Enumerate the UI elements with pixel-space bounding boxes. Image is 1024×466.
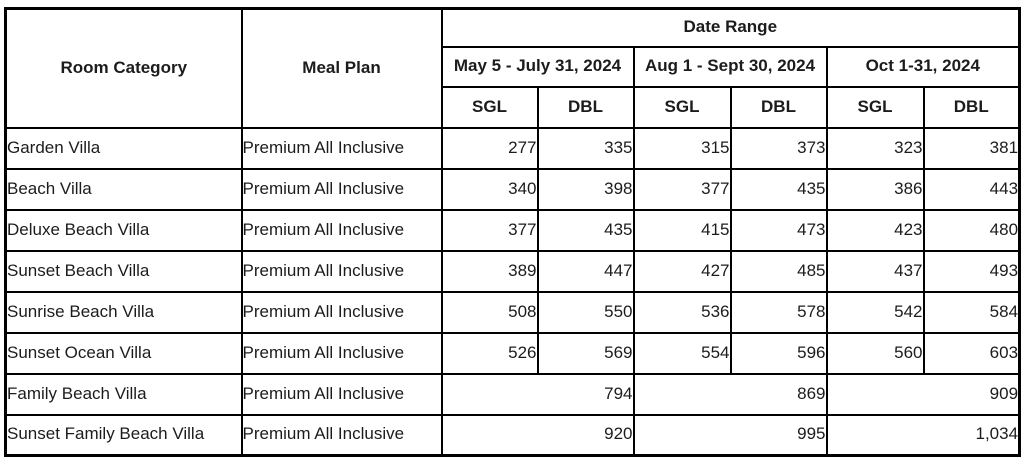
meal-plan-cell: Premium All Inclusive	[240, 208, 443, 252]
rate-table-body: Garden Villa Premium All Inclusive 277 3…	[4, 126, 1021, 457]
col-header-meal-plan: Meal Plan	[240, 7, 443, 129]
price-cell: 386	[825, 167, 925, 211]
room-name-cell: Beach Villa	[4, 167, 243, 211]
price-cell: 415	[632, 208, 732, 252]
period-header-aug-sept: Aug 1 - Sept 30, 2024	[632, 45, 828, 88]
price-cell: 485	[729, 249, 828, 293]
room-name-cell: Sunset Family Beach Villa	[4, 413, 243, 457]
col-header-room-category: Room Category	[4, 7, 243, 129]
price-cell-merged: 869	[632, 372, 828, 416]
price-cell: 335	[536, 126, 635, 170]
meal-plan-cell: Premium All Inclusive	[240, 249, 443, 293]
table-row: Sunset Ocean Villa Premium All Inclusive…	[4, 331, 1021, 375]
table-row: Sunset Beach Villa Premium All Inclusive…	[4, 249, 1021, 293]
table-row: Beach Villa Premium All Inclusive 340 39…	[4, 167, 1021, 211]
price-cell: 443	[922, 167, 1021, 211]
price-cell: 435	[536, 208, 635, 252]
price-cell: 377	[632, 167, 732, 211]
meal-plan-cell: Premium All Inclusive	[240, 126, 443, 170]
room-name-cell: Sunset Beach Villa	[4, 249, 243, 293]
table-row: Family Beach Villa Premium All Inclusive…	[4, 372, 1021, 416]
occupancy-header-dbl: DBL	[922, 85, 1021, 129]
price-cell: 526	[440, 331, 539, 375]
header-row-periods: May 5 - July 31, 2024 Aug 1 - Sept 30, 2…	[6, 45, 1021, 88]
room-name-cell: Deluxe Beach Villa	[4, 208, 243, 252]
period-header-oct: Oct 1-31, 2024	[825, 45, 1021, 88]
meal-plan-cell: Premium All Inclusive	[240, 413, 443, 457]
header-row-date-range: Room Category Meal Plan Date Range	[4, 7, 1021, 129]
room-name-cell: Sunset Ocean Villa	[4, 331, 243, 375]
period-header-may-jul: May 5 - July 31, 2024	[440, 45, 635, 88]
price-cell: 423	[825, 208, 925, 252]
rate-table: Room Category Meal Plan Date Range May 5…	[4, 7, 1022, 457]
price-cell: 437	[825, 249, 925, 293]
price-cell-merged: 909	[825, 372, 1021, 416]
rate-table-header: Room Category Meal Plan Date Range May 5…	[4, 7, 1021, 129]
table-row: Sunrise Beach Villa Premium All Inclusiv…	[4, 290, 1021, 334]
price-cell: 542	[825, 290, 925, 334]
occupancy-header-dbl: DBL	[729, 85, 828, 129]
table-row: Sunset Family Beach Villa Premium All In…	[4, 413, 1021, 457]
occupancy-header-dbl: DBL	[536, 85, 635, 129]
price-cell: 427	[632, 249, 732, 293]
meal-plan-cell: Premium All Inclusive	[240, 372, 443, 416]
price-cell: 550	[536, 290, 635, 334]
occupancy-header-sgl: SGL	[632, 85, 732, 129]
price-cell: 340	[440, 167, 539, 211]
price-cell: 398	[536, 167, 635, 211]
room-name-cell: Garden Villa	[4, 126, 243, 170]
price-cell: 473	[729, 208, 828, 252]
header-row-occupancy: SGL DBL SGL DBL SGL DBL	[6, 85, 1021, 129]
price-cell: 560	[825, 331, 925, 375]
meal-plan-cell: Premium All Inclusive	[240, 167, 443, 211]
meal-plan-cell: Premium All Inclusive	[240, 290, 443, 334]
price-cell: 569	[536, 331, 635, 375]
price-cell-merged: 920	[440, 413, 635, 457]
price-cell: 323	[825, 126, 925, 170]
table-row: Garden Villa Premium All Inclusive 277 3…	[4, 126, 1021, 170]
price-cell: 578	[729, 290, 828, 334]
price-cell: 447	[536, 249, 635, 293]
price-cell-merged: 1,034	[825, 413, 1021, 457]
price-cell: 377	[440, 208, 539, 252]
price-cell: 277	[440, 126, 539, 170]
occupancy-header-sgl: SGL	[825, 85, 925, 129]
price-cell: 435	[729, 167, 828, 211]
price-cell: 389	[440, 249, 539, 293]
room-name-cell: Sunrise Beach Villa	[4, 290, 243, 334]
price-cell-merged: 995	[632, 413, 828, 457]
price-cell: 536	[632, 290, 732, 334]
price-cell: 603	[922, 331, 1021, 375]
price-cell: 584	[922, 290, 1021, 334]
price-cell: 554	[632, 331, 732, 375]
price-cell: 373	[729, 126, 828, 170]
table-row: Deluxe Beach Villa Premium All Inclusive…	[4, 208, 1021, 252]
occupancy-header-sgl: SGL	[440, 85, 539, 129]
price-cell: 315	[632, 126, 732, 170]
price-cell: 493	[922, 249, 1021, 293]
col-header-date-range: Date Range	[440, 7, 1021, 48]
price-cell: 596	[729, 331, 828, 375]
room-name-cell: Family Beach Villa	[4, 372, 243, 416]
price-cell: 508	[440, 290, 539, 334]
meal-plan-cell: Premium All Inclusive	[240, 331, 443, 375]
price-cell-merged: 794	[440, 372, 635, 416]
price-cell: 480	[922, 208, 1021, 252]
price-cell: 381	[922, 126, 1021, 170]
